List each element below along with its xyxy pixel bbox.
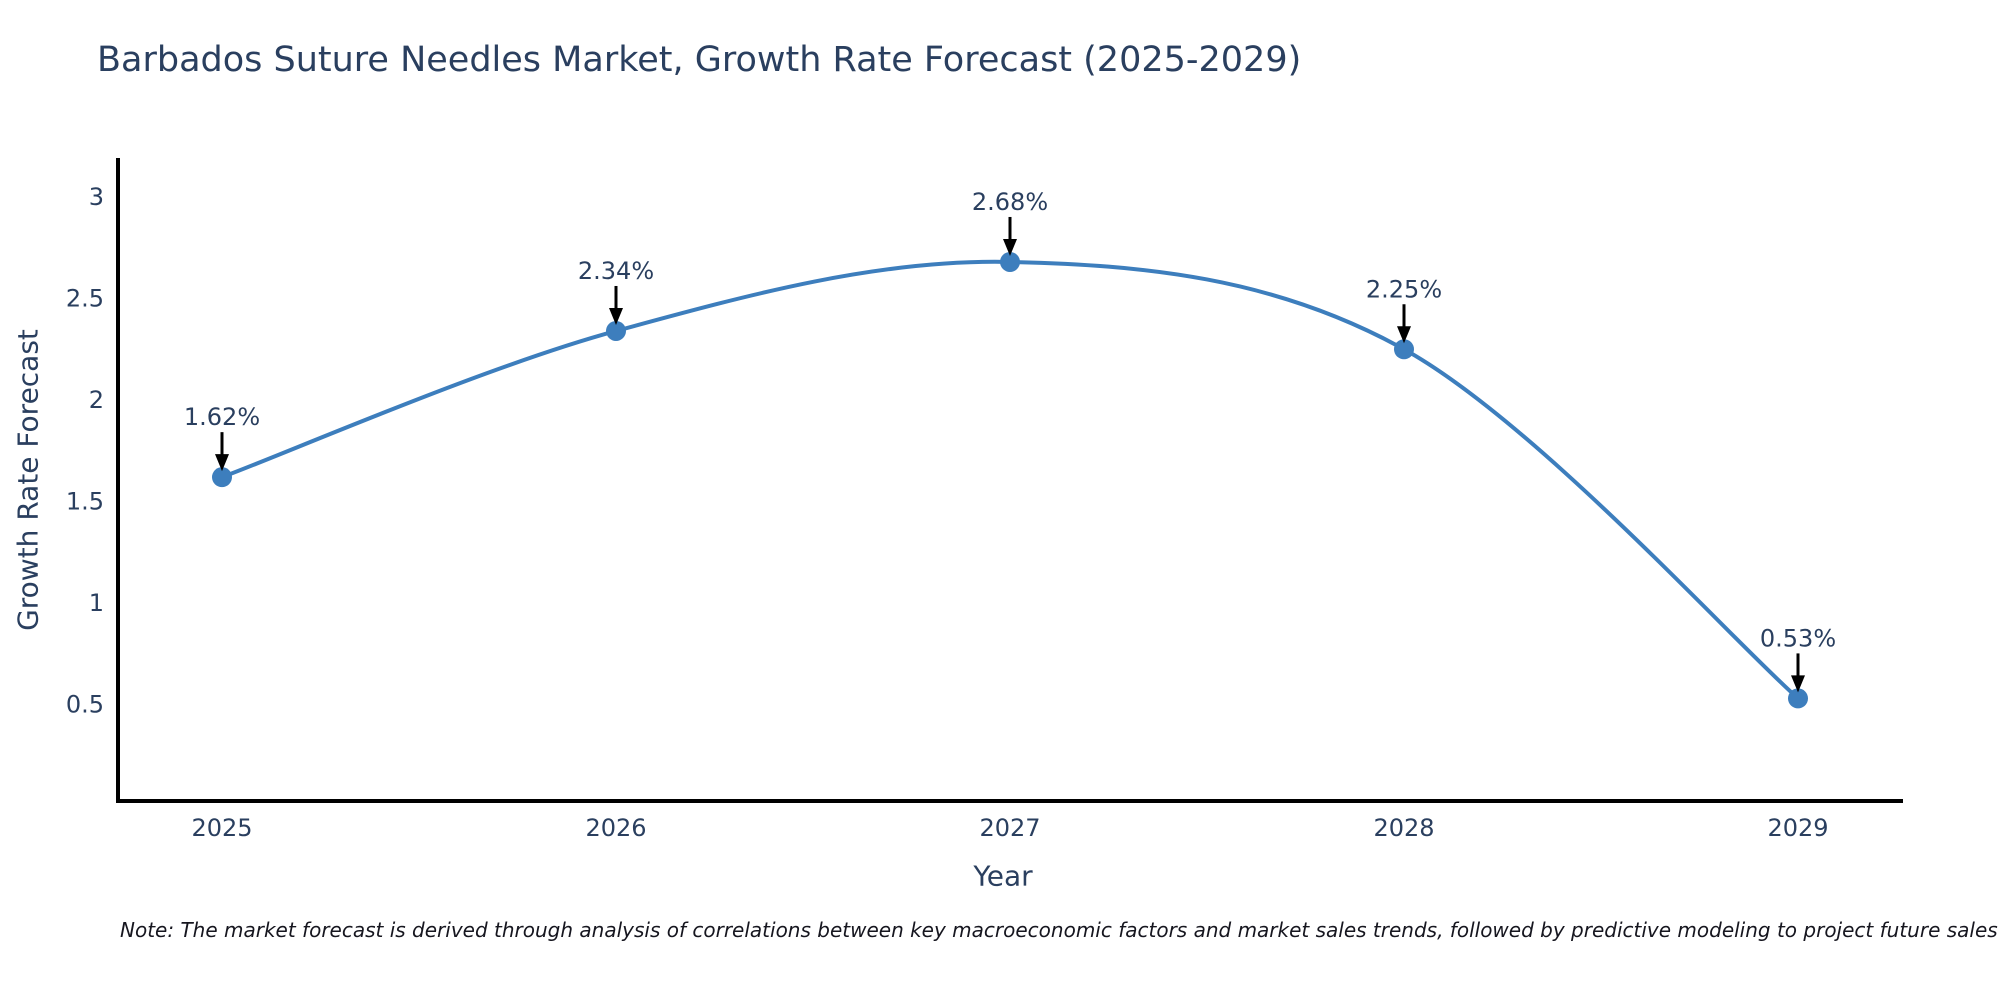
point-value-label: 2.68% — [972, 188, 1048, 216]
chart-title: Barbados Suture Needles Market, Growth R… — [97, 40, 1302, 80]
x-tick-label: 2027 — [979, 814, 1040, 842]
x-tick-label: 2025 — [191, 814, 252, 842]
annotation-arrowhead — [609, 307, 623, 325]
data-point-marker — [212, 467, 232, 488]
data-point-marker — [1000, 251, 1020, 272]
data-point-marker — [606, 320, 626, 341]
point-value-label: 2.34% — [578, 257, 654, 285]
y-tick-label: 1 — [89, 589, 104, 617]
annotation-arrowhead — [1003, 238, 1017, 256]
x-axis-title: Year — [973, 859, 1033, 893]
x-tick-label: 2026 — [585, 814, 646, 842]
x-tick-label: 2028 — [1373, 814, 1434, 842]
y-tick-label: 2 — [89, 386, 104, 414]
point-value-label: 2.25% — [1366, 275, 1442, 303]
annotation-arrowhead — [1397, 326, 1411, 344]
y-axis-title: Growth Rate Forecast — [11, 329, 45, 631]
data-point-marker — [1788, 688, 1808, 709]
y-tick-label: 3 — [89, 183, 104, 211]
annotation-arrowhead — [215, 454, 229, 472]
point-value-label: 1.62% — [184, 403, 260, 431]
footnote-text: Note: The market forecast is derived thr… — [120, 918, 1998, 942]
x-tick-label: 2029 — [1767, 814, 1828, 842]
trend-line — [220, 259, 1800, 701]
annotation-arrowhead — [1791, 675, 1805, 693]
data-point-marker — [1394, 339, 1414, 360]
y-tick-label: 1.5 — [66, 488, 104, 516]
point-value-label: 0.53% — [1760, 624, 1836, 652]
y-tick-label: 0.5 — [66, 691, 104, 719]
y-tick-label: 2.5 — [66, 285, 104, 313]
